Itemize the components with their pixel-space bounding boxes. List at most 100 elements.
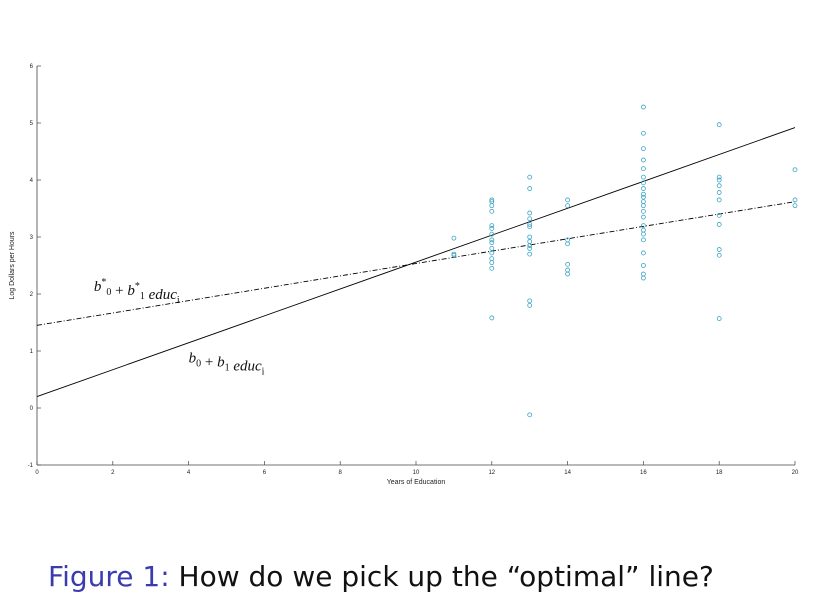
data-point: [641, 223, 646, 229]
data-point: [641, 191, 646, 197]
data-point: [641, 166, 646, 172]
data-point: [565, 197, 570, 203]
data-point: [489, 208, 495, 214]
y-axis-label: Log Dollars per Hours: [9, 231, 16, 300]
data-point: [641, 208, 646, 214]
data-point: [716, 247, 722, 252]
data-point: [641, 263, 646, 268]
data-point: [489, 197, 495, 203]
data-point: [641, 214, 646, 220]
data-point: [489, 260, 495, 266]
data-point: [565, 271, 570, 277]
data-point: [489, 265, 495, 271]
data-point: [489, 245, 495, 251]
data-point: [527, 251, 533, 257]
data-point: [565, 203, 570, 209]
equation-label: b0 + b1 educi: [189, 350, 265, 377]
x-tick-label: 16: [640, 470, 647, 476]
alt-line-dashdot: [36, 201, 796, 326]
plot-axes: [36, 65, 796, 466]
data-point: [451, 252, 457, 258]
y-tick-label: 5: [30, 121, 34, 127]
data-point: [527, 224, 533, 230]
data-point: [641, 199, 646, 205]
data-point: [489, 315, 495, 321]
data-point: [489, 250, 495, 256]
x-tick-label: 0: [35, 470, 39, 476]
data-point: [527, 186, 533, 191]
data-point: [641, 104, 646, 110]
x-tick-label: 20: [792, 470, 799, 476]
y-tick-label: 0: [30, 406, 34, 412]
y-tick-label: 4: [30, 178, 34, 184]
data-point: [489, 223, 495, 229]
y-tick-label: 3: [30, 235, 34, 241]
caption-label: Figure 1:: [48, 560, 170, 593]
x-tick-label: 4: [187, 470, 191, 476]
data-point: [489, 256, 495, 262]
y-tick-label: 1: [30, 349, 34, 355]
data-point: [716, 183, 722, 189]
data-point: [527, 298, 533, 304]
data-point: [641, 157, 646, 163]
data-point: [792, 203, 798, 209]
data-point: [489, 231, 495, 237]
data-point: [489, 226, 495, 231]
data-point: [527, 234, 533, 240]
equation-annotations: b*0 + b*1 educi b0 + b1 educi: [94, 277, 265, 377]
caption-text: How do we pick up the “optimal” line?: [178, 560, 714, 593]
data-point: [527, 210, 533, 216]
data-point: [641, 146, 646, 152]
data-point: [716, 316, 722, 321]
data-point: [641, 227, 646, 233]
data-point: [792, 167, 798, 173]
data-point: [716, 222, 722, 227]
data-point: [641, 130, 646, 136]
data-point: [565, 261, 570, 267]
data-point: [527, 216, 533, 222]
y-tick-label: 2: [30, 292, 34, 298]
data-point: [489, 203, 495, 209]
x-tick-label: 14: [564, 470, 571, 476]
data-point: [792, 197, 798, 203]
x-tick-label: 8: [339, 470, 343, 476]
data-point: [641, 174, 646, 180]
data-point: [527, 222, 533, 227]
y-tick-label: 6: [30, 64, 34, 70]
y-tick-label: -1: [28, 463, 34, 469]
x-tick-label: 6: [263, 470, 267, 476]
data-point: [716, 197, 722, 203]
x-axis-label: Years of Education: [387, 479, 446, 486]
data-point: [527, 239, 533, 244]
data-point: [716, 252, 722, 258]
data-point: [565, 267, 570, 273]
data-point: [641, 275, 646, 281]
data-point: [489, 240, 495, 246]
data-point: [641, 186, 646, 191]
data-point: [641, 250, 646, 256]
data-point: [527, 412, 533, 418]
data-point: [641, 271, 646, 277]
data-point: [641, 203, 646, 209]
figure-caption: Figure 1: How do we pick up the “optimal…: [48, 560, 714, 593]
data-point: [716, 212, 722, 218]
data-point: [641, 180, 646, 186]
x-tick-label: 12: [488, 470, 495, 476]
data-point: [716, 190, 722, 195]
data-point: [716, 174, 722, 180]
data-point: [451, 235, 457, 241]
ols-line-solid: [36, 127, 796, 398]
data-point: [527, 243, 533, 248]
data-point: [716, 177, 722, 183]
x-tick-label: 10: [413, 470, 420, 476]
data-point: [716, 122, 722, 128]
data-point: [527, 174, 533, 180]
data-point: [641, 194, 646, 200]
equation-label: b*0 + b*1 educi: [94, 277, 180, 306]
data-point: [641, 231, 646, 237]
data-points: [451, 104, 798, 418]
data-point: [527, 302, 533, 308]
data-point: [489, 237, 495, 243]
x-tick-label: 2: [111, 470, 115, 476]
